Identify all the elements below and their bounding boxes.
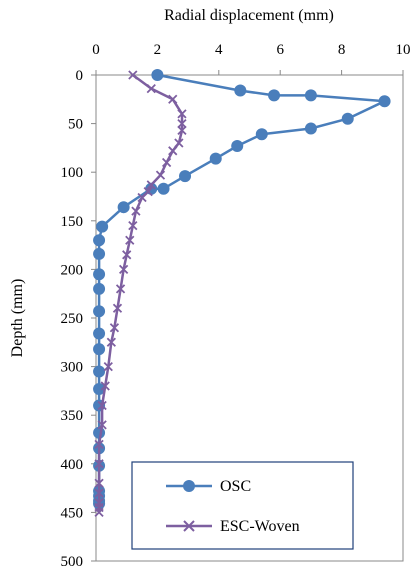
legend-osc-marker — [183, 480, 195, 492]
data-point-esc-woven — [155, 170, 166, 180]
legend-box — [131, 461, 354, 550]
data-point-esc-woven — [94, 507, 104, 518]
x-tick-label: 0 — [92, 42, 100, 58]
data-point-osc — [378, 95, 391, 108]
data-point-esc-woven — [161, 157, 172, 168]
data-point-esc-woven — [137, 192, 147, 203]
data-point-esc-woven — [109, 323, 120, 333]
data-point-esc-woven — [174, 138, 184, 148]
data-point-esc-woven — [128, 70, 138, 80]
data-point-osc — [268, 89, 281, 102]
data-point-osc — [341, 112, 354, 125]
data-point-esc-woven — [112, 303, 123, 313]
y-tick-label: 200 — [61, 262, 84, 278]
data-point-esc-woven — [168, 146, 178, 156]
data-point-osc — [117, 201, 130, 214]
y-tick-label: 250 — [61, 311, 84, 327]
data-point-osc — [157, 182, 170, 195]
data-point-esc-woven — [94, 459, 104, 469]
data-point-esc-woven — [115, 284, 126, 294]
data-point-esc-woven — [177, 109, 187, 119]
data-point-osc — [234, 84, 247, 97]
y-tick-label: 50 — [68, 117, 83, 133]
data-point-esc-woven — [94, 488, 104, 498]
legend-escwoven-marker — [183, 520, 195, 532]
data-point-osc — [151, 69, 164, 81]
data-point-osc — [209, 152, 222, 165]
y-tick-label: 300 — [61, 360, 84, 376]
data-point-esc-woven — [118, 264, 129, 275]
data-point-osc — [179, 170, 192, 183]
data-point-esc-woven — [106, 337, 116, 347]
legend-escwoven-label: ESC-Woven — [220, 518, 300, 535]
series-line-osc — [97, 73, 386, 504]
x-tick-label: 6 — [276, 42, 284, 58]
data-point-osc — [255, 128, 268, 141]
series-layer — [93, 69, 391, 518]
data-point-esc-woven — [128, 221, 138, 231]
data-point-esc-woven — [103, 361, 113, 372]
x-axis: 0 2 4 6 8 10 — [92, 42, 411, 75]
data-point-osc — [304, 89, 317, 102]
y-tick-label: 0 — [76, 68, 84, 84]
series-line-esc-woven — [97, 73, 184, 513]
data-point-esc-woven — [177, 118, 187, 129]
y-tick-label: 400 — [61, 457, 84, 473]
data-point-osc — [93, 365, 106, 378]
data-point-esc-woven — [97, 400, 107, 411]
data-point-esc-woven — [146, 83, 156, 94]
data-point-osc — [304, 122, 317, 135]
data-point-esc-woven — [122, 250, 132, 260]
data-point-osc — [93, 234, 106, 247]
data-point-osc — [93, 327, 106, 340]
x-axis-title: Radial displacement (mm) — [164, 7, 334, 24]
legend-osc-label: OSC — [220, 478, 251, 495]
x-tick-label: 8 — [338, 42, 346, 58]
data-point-esc-woven — [146, 180, 156, 190]
data-point-osc — [93, 305, 106, 318]
data-point-esc-woven — [94, 478, 104, 488]
y-tick-label: 350 — [61, 408, 84, 424]
data-point-esc-woven — [168, 94, 178, 104]
data-point-esc-woven — [131, 206, 141, 216]
data-point-esc-woven — [97, 420, 107, 430]
x-tick-label: 10 — [396, 42, 411, 58]
data-point-osc — [93, 343, 106, 356]
data-point-esc-woven — [94, 439, 104, 449]
data-point-osc — [93, 282, 106, 295]
legend: OSC ESC-Woven — [131, 461, 354, 550]
data-point-esc-woven — [177, 125, 187, 136]
x-tick-label: 2 — [154, 42, 162, 58]
y-axis-title: Depth (mm) — [9, 279, 26, 358]
data-point-osc — [93, 382, 106, 395]
y-tick-label: 500 — [61, 554, 84, 570]
y-tick-label: 150 — [61, 214, 84, 230]
data-point-esc-woven — [100, 381, 110, 391]
y-axis: 0 50 100 150 200 250 300 350 400 450 500 — [61, 68, 96, 570]
y-tick-label: 100 — [61, 165, 84, 181]
data-point-osc — [96, 220, 109, 233]
x-tick-label: 4 — [215, 42, 223, 58]
data-point-osc — [231, 139, 244, 152]
data-point-osc — [93, 268, 106, 281]
data-point-esc-woven — [125, 235, 135, 245]
data-point-osc — [93, 247, 106, 260]
y-tick-label: 450 — [61, 505, 84, 521]
